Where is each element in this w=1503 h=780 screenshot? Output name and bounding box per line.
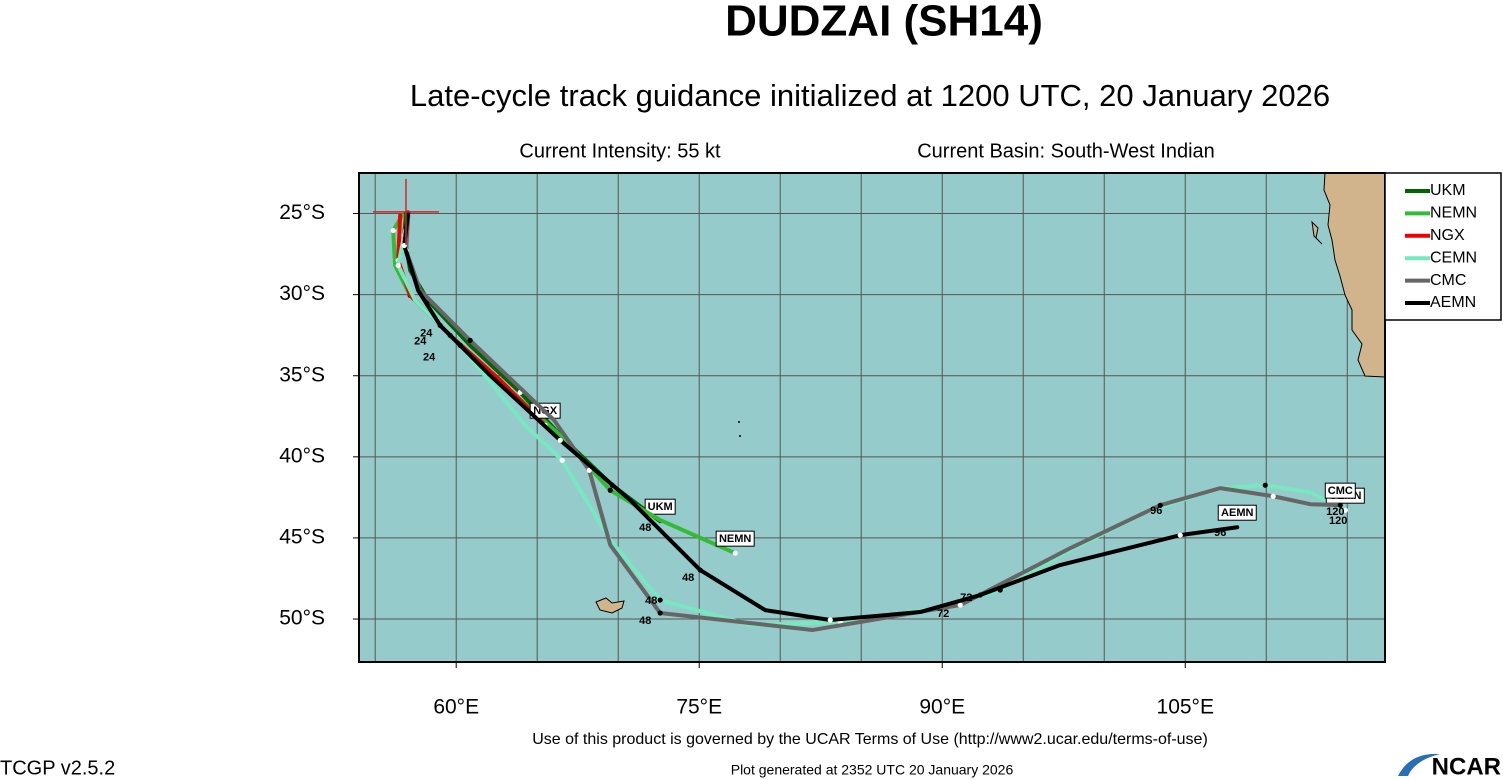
- terms: Use of this product is governed by the U…: [532, 731, 1208, 748]
- track-label: CMC: [1328, 485, 1353, 497]
- track-point: [607, 487, 613, 493]
- logo-mark: [1398, 753, 1440, 776]
- track-point: [732, 550, 738, 556]
- track-label: NEMN: [719, 533, 751, 545]
- ocean: [359, 173, 1385, 662]
- track-label: AEMN: [1221, 507, 1253, 519]
- y-tick-label: 25°S: [279, 201, 325, 224]
- grid: [359, 173, 1385, 662]
- legend-label: NEMN: [1430, 205, 1477, 222]
- hour-label: 48: [639, 522, 651, 534]
- logo: NCAR: [1432, 753, 1501, 780]
- track-point: [697, 567, 703, 573]
- tracks: UKMNEMNNGXCEMNCMCAEMN2424244848484872729…: [372, 178, 1365, 633]
- y-tick-label: 30°S: [279, 282, 325, 305]
- x-tick-label: 105°E: [1157, 696, 1214, 719]
- land: [595, 173, 1385, 614]
- hour-label: 72: [937, 608, 949, 620]
- track-point: [957, 602, 963, 608]
- basin: Current Basin: South-West Indian: [917, 140, 1215, 162]
- legend-label: UKM: [1430, 182, 1466, 199]
- island: [739, 435, 741, 437]
- track-point: [1342, 507, 1348, 513]
- x-tick-label: 75°E: [676, 696, 722, 719]
- legend: [1384, 172, 1502, 321]
- track-point: [437, 322, 443, 329]
- track-point: [395, 262, 401, 269]
- island: [738, 421, 740, 423]
- track-point: [559, 457, 565, 463]
- y-tick-label: 40°S: [279, 444, 325, 467]
- hour-label: 96: [1214, 527, 1226, 539]
- track-point: [1157, 502, 1163, 508]
- track-point: [657, 597, 663, 603]
- track-label-box: [1324, 482, 1356, 499]
- track-point: [557, 437, 563, 443]
- legend-label: AEMN: [1430, 294, 1476, 311]
- legend-label: NGX: [1430, 227, 1465, 244]
- track-label-box: [1217, 504, 1257, 521]
- hour-label: 24: [414, 335, 427, 347]
- hour-label: 48: [639, 615, 651, 627]
- y-tick-label: 35°S: [279, 363, 325, 386]
- australia: [1323, 173, 1385, 378]
- track-point: [657, 610, 663, 616]
- track-label-box: [644, 498, 676, 515]
- island: [1311, 220, 1323, 245]
- track-label-box: [715, 530, 755, 547]
- track-point: [977, 592, 983, 598]
- axes: 60°E 75°E 90°E 105°E 25°S 30°S 35°S 40°S 45°S 50°…: [279, 201, 1214, 718]
- hour-label: 120: [1326, 506, 1344, 518]
- hour-label: 48: [645, 595, 657, 607]
- hour-label: 72: [960, 592, 972, 604]
- legend-label: CEMN: [1430, 249, 1477, 266]
- track-point: [1177, 532, 1183, 538]
- hour-label: 120: [1329, 515, 1347, 527]
- track: [404, 213, 1343, 633]
- x-tick-label: 60°E: [433, 696, 479, 719]
- version: TCGP v2.5.2: [0, 757, 115, 779]
- hour-label: 96: [1150, 505, 1162, 517]
- hour-label: 48: [682, 572, 694, 584]
- track-point: [586, 467, 592, 473]
- legend-entries: UKM NEMN NGX CEMN CMC AEMN: [1405, 182, 1477, 311]
- track-point: [1270, 493, 1276, 499]
- track-point: [827, 617, 833, 623]
- frame: [358, 172, 1386, 663]
- y-tick-label: 45°S: [279, 525, 325, 548]
- kerguelen: [595, 597, 625, 614]
- track-point: [467, 337, 473, 343]
- hour-label: 24: [423, 351, 436, 363]
- intensity: Current Intensity: 55 kt: [519, 140, 721, 162]
- subtitle: Late-cycle track guidance initialized at…: [410, 78, 1330, 113]
- y-tick-label: 50°S: [279, 607, 325, 630]
- track-point: [1337, 502, 1343, 508]
- track-label: UKM: [648, 501, 673, 513]
- title: DUDZAI (SH14): [725, 0, 1043, 46]
- generated: Plot generated at 2352 UTC 20 January 20…: [731, 762, 1014, 778]
- track-point: [1262, 482, 1268, 488]
- x-tick-label: 90°E: [919, 696, 965, 719]
- track-point: [390, 227, 396, 234]
- legend-label: CMC: [1430, 272, 1466, 289]
- hour-label: 24: [420, 327, 433, 339]
